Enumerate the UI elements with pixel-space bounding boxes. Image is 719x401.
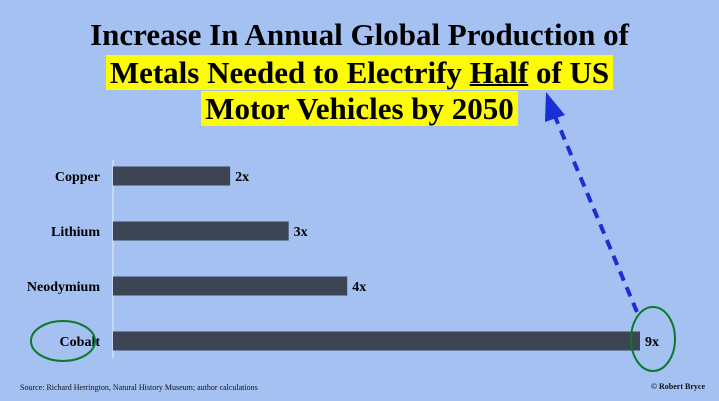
category-label-lithium: Lithium — [51, 225, 100, 240]
source-note: Source: Richard Herrington, Natural Hist… — [20, 383, 258, 392]
title-line-2-highlight: Metals Needed to Electrify Half of US — [105, 55, 614, 90]
annotation-arrow-head — [545, 92, 565, 122]
category-label-cobalt: Cobalt — [60, 335, 101, 350]
title-emphasis-half: Half — [469, 55, 529, 90]
title-line-3: Motor Vehicles by 2050 — [0, 91, 719, 126]
annotation-arrow-line — [552, 113, 639, 313]
cobalt-highlight-circle — [30, 320, 96, 362]
value-label-neodymium: 4x — [352, 280, 366, 295]
bar-neodymium — [113, 276, 348, 296]
bar-cobalt — [113, 331, 640, 351]
category-label-copper: Copper — [55, 170, 100, 185]
value-label-lithium: 3x — [294, 225, 308, 240]
title-line-2: Metals Needed to Electrify Half of US — [0, 55, 719, 90]
credit-note: © Robert Bryce — [651, 382, 705, 391]
title-line-1: Increase In Annual Global Production of — [0, 18, 719, 52]
title-line-3-text: Motor Vehicles by 2050 — [205, 91, 514, 126]
category-label-neodymium: Neodymium — [27, 280, 100, 295]
title-line-2-post: of US — [528, 55, 610, 90]
bar-copper — [113, 166, 231, 186]
bar-lithium — [113, 221, 289, 241]
title-line-1-text: Increase In Annual Global Production of — [90, 17, 629, 52]
value-label-copper: 2x — [235, 170, 249, 185]
title-line-2-pre: Metals Needed to Electrify — [109, 55, 470, 90]
value-label-cobalt: 9x — [645, 335, 659, 350]
value-highlight-circle — [630, 306, 676, 372]
title-line-3-highlight: Motor Vehicles by 2050 — [201, 91, 518, 126]
